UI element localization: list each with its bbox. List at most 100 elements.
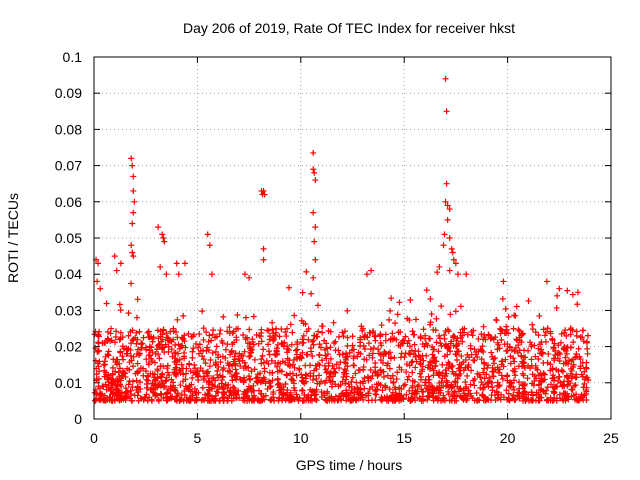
- outlier-point: [454, 271, 461, 278]
- data-point: [455, 348, 462, 355]
- data-point: [211, 396, 218, 403]
- data-point: [513, 303, 520, 310]
- data-point: [337, 381, 344, 388]
- data-point: [481, 375, 488, 382]
- data-point: [342, 376, 349, 383]
- outlier-point: [157, 263, 164, 270]
- data-point: [578, 371, 585, 378]
- data-point: [115, 369, 122, 376]
- data-point: [511, 312, 518, 319]
- data-point: [307, 397, 314, 404]
- data-point: [200, 325, 207, 332]
- data-point: [187, 368, 194, 375]
- data-point: [206, 363, 213, 370]
- data-point: [516, 334, 523, 341]
- data-point: [219, 373, 226, 380]
- data-point: [172, 349, 179, 356]
- data-point: [433, 395, 440, 402]
- data-point: [156, 381, 163, 388]
- data-point: [445, 365, 452, 372]
- data-point: [425, 362, 432, 369]
- data-point: [350, 355, 357, 362]
- data-point: [491, 392, 498, 399]
- data-point: [229, 377, 236, 384]
- data-point: [551, 340, 558, 347]
- data-point: [467, 342, 474, 349]
- data-point: [237, 363, 244, 370]
- data-point: [498, 372, 505, 379]
- data-point: [145, 328, 152, 335]
- data-point: [246, 397, 253, 404]
- data-point: [464, 372, 471, 379]
- data-point: [185, 386, 192, 393]
- data-point: [217, 327, 224, 334]
- data-point: [140, 334, 147, 341]
- data-point: [583, 384, 590, 391]
- data-point: [439, 361, 446, 368]
- outlier-point: [442, 198, 449, 205]
- data-point: [290, 356, 297, 363]
- data-point: [563, 394, 570, 401]
- data-point: [102, 369, 109, 376]
- data-point: [423, 385, 430, 392]
- data-point: [495, 369, 502, 376]
- data-point: [433, 358, 440, 365]
- data-point: [137, 386, 144, 393]
- data-point: [209, 385, 216, 392]
- data-point: [378, 397, 385, 404]
- data-point: [149, 349, 156, 356]
- data-point: [133, 329, 140, 336]
- outlier-point: [128, 155, 135, 162]
- data-point: [515, 326, 522, 333]
- data-point: [327, 379, 334, 386]
- data-point: [572, 382, 579, 389]
- data-point: [264, 327, 271, 334]
- data-point: [429, 384, 436, 391]
- data-point: [271, 351, 278, 358]
- data-point: [395, 342, 402, 349]
- data-point: [282, 329, 289, 336]
- data-point: [167, 328, 174, 335]
- data-point: [329, 383, 336, 390]
- data-point: [216, 383, 223, 390]
- data-point: [112, 381, 119, 388]
- data-point: [191, 362, 198, 369]
- data-point: [373, 386, 380, 393]
- data-point: [529, 392, 536, 399]
- data-point: [428, 311, 435, 318]
- data-point: [257, 333, 264, 340]
- data-point: [455, 388, 462, 395]
- data-point: [532, 397, 539, 404]
- data-point: [376, 350, 383, 357]
- data-point: [459, 332, 466, 339]
- data-point: [117, 348, 124, 355]
- data-point: [231, 353, 238, 360]
- data-point: [262, 380, 269, 387]
- data-point: [364, 334, 371, 341]
- data-point: [479, 392, 486, 399]
- data-point: [370, 344, 377, 351]
- data-point: [220, 365, 227, 372]
- data-point: [439, 375, 446, 382]
- data-point: [207, 356, 214, 363]
- data-point: [478, 347, 485, 354]
- data-point: [108, 380, 115, 387]
- data-point: [379, 359, 386, 366]
- data-point: [361, 356, 368, 363]
- data-point: [563, 332, 570, 339]
- data-point: [291, 396, 298, 403]
- data-point: [94, 360, 101, 367]
- data-point: [192, 340, 199, 347]
- data-point: [327, 395, 334, 402]
- data-point: [103, 386, 110, 393]
- data-point: [522, 354, 529, 361]
- data-point: [528, 343, 535, 350]
- data-point: [313, 386, 320, 393]
- outlier-point: [129, 162, 136, 169]
- data-point: [124, 365, 131, 372]
- data-point: [172, 371, 179, 378]
- data-point: [541, 376, 548, 383]
- data-point: [547, 361, 554, 368]
- data-point: [537, 377, 544, 384]
